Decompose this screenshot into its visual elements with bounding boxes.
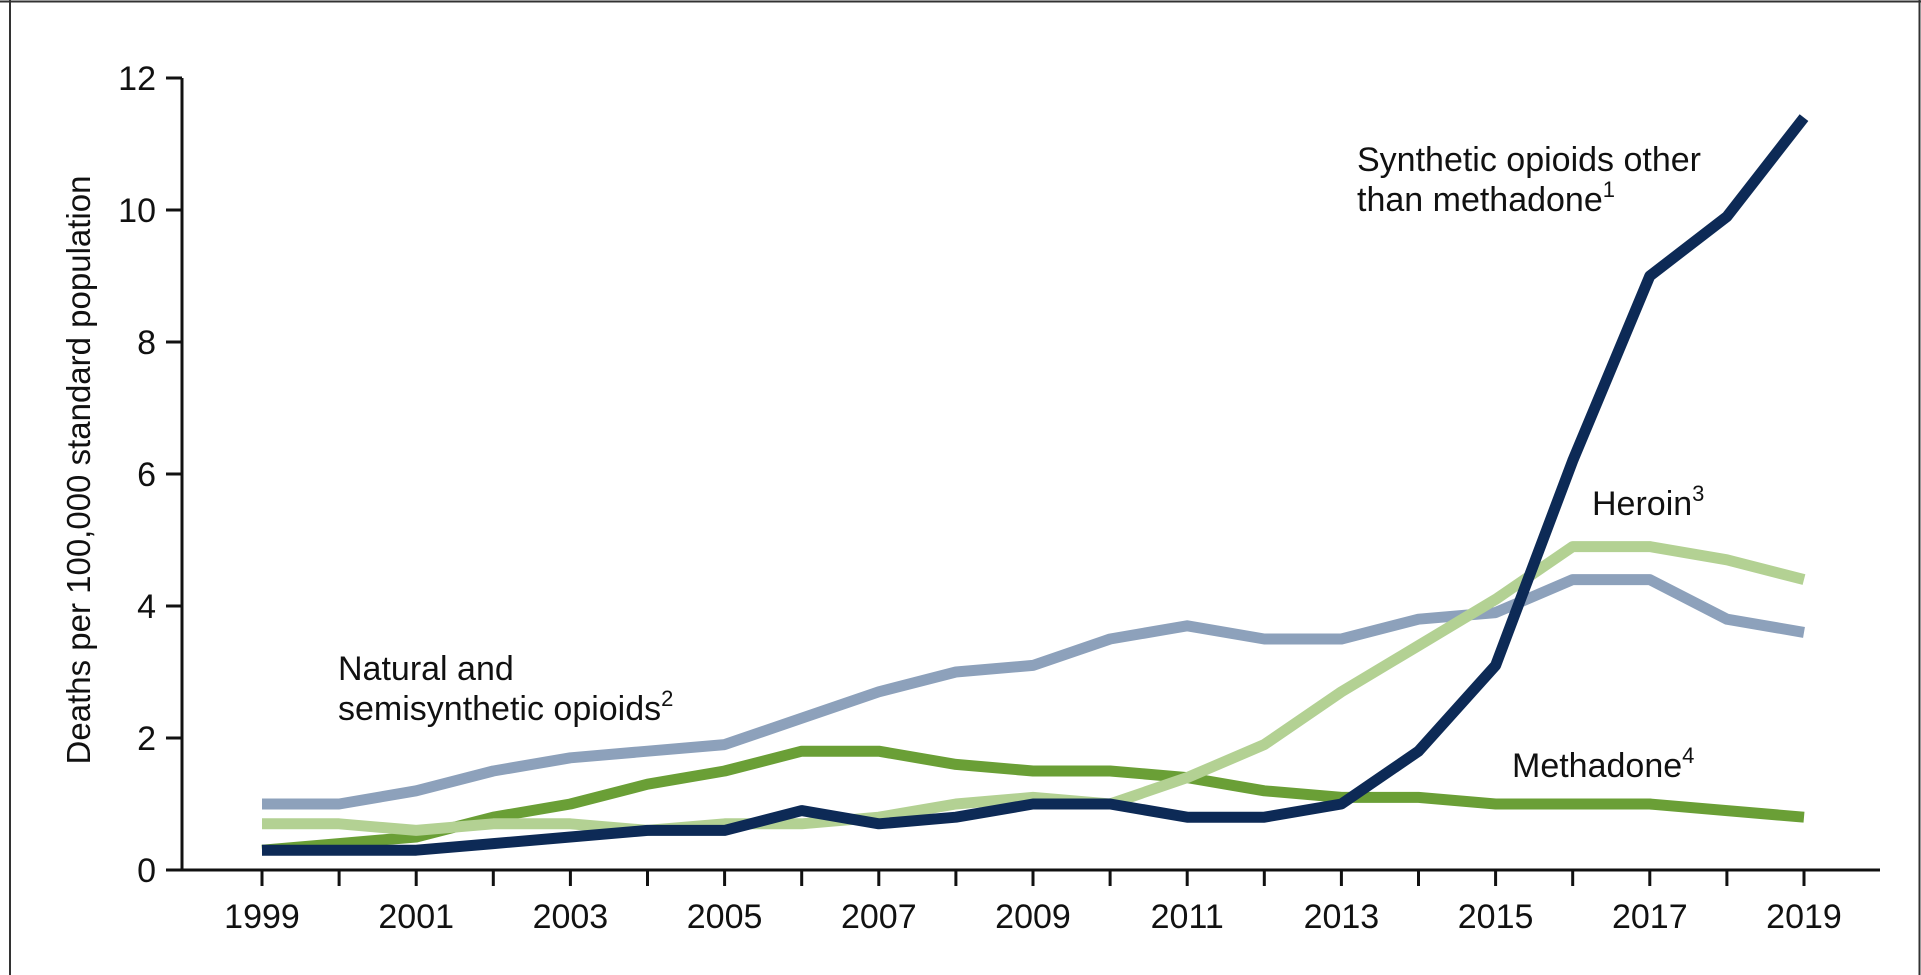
y-axis-title: Deaths per 100,000 standard population xyxy=(60,176,97,765)
x-tick-label: 2019 xyxy=(1766,898,1842,936)
annotation-synthetic-2: than methadone1 xyxy=(1357,177,1615,219)
x-ticks: 1999 2001 2003 2005 2007 2009 2011 2013 2015 2017… xyxy=(224,870,1842,936)
x-tick-label: 2007 xyxy=(841,898,917,936)
annotation-natural-2: semisynthetic opioids2 xyxy=(338,686,673,728)
x-tick-label: 2011 xyxy=(1151,898,1224,936)
annotation-synthetic-sup: 1 xyxy=(1603,177,1615,202)
y-tick-label: 0 xyxy=(137,852,156,890)
x-tick-label: 2017 xyxy=(1612,898,1688,936)
annotation-methadone-sup: 4 xyxy=(1682,743,1694,768)
x-tick-label: 2015 xyxy=(1458,898,1534,936)
series-line-natural xyxy=(262,574,1805,810)
y-tick-label: 4 xyxy=(137,588,156,626)
annotation-natural-line2: semisynthetic opioids xyxy=(338,690,661,728)
x-tick-label: 2003 xyxy=(533,898,609,936)
annotation-natural: Natural and xyxy=(338,650,514,688)
y-tick-label: 6 xyxy=(137,456,156,494)
annotation-heroin-sup: 3 xyxy=(1692,481,1704,506)
y-tick-label: 2 xyxy=(137,720,156,758)
annotation-methadone-label: Methadone xyxy=(1512,747,1682,785)
annotation-heroin-label: Heroin xyxy=(1592,485,1692,523)
annotation-natural-line1: Natural and xyxy=(338,650,514,688)
series-line-methadone xyxy=(261,745,1805,856)
y-tick-label: 8 xyxy=(137,324,156,362)
annotation-synthetic-line2: than methadone xyxy=(1357,181,1603,219)
x-tick-label: 2013 xyxy=(1304,898,1380,936)
annotation-heroin: Heroin3 xyxy=(1592,481,1704,523)
annotation-natural-sup: 2 xyxy=(661,686,673,711)
x-tick-label: 2005 xyxy=(687,898,763,936)
y-tick-label: 12 xyxy=(118,60,156,98)
series-lines xyxy=(261,114,1809,856)
annotation-methadone: Methadone4 xyxy=(1512,743,1694,785)
series-line-heroin xyxy=(262,541,1806,836)
series-line-synthetic xyxy=(262,114,1809,856)
annotation-synthetic-line1: Synthetic opioids other xyxy=(1357,141,1701,179)
x-tick-label: 2009 xyxy=(995,898,1071,936)
y-ticks: 0 2 4 6 8 10 12 xyxy=(118,60,182,890)
x-tick-label: 2001 xyxy=(378,898,454,936)
y-tick-label: 10 xyxy=(118,192,156,230)
x-tick-label: 1999 xyxy=(224,898,300,936)
annotation-synthetic: Synthetic opioids other xyxy=(1357,141,1701,179)
